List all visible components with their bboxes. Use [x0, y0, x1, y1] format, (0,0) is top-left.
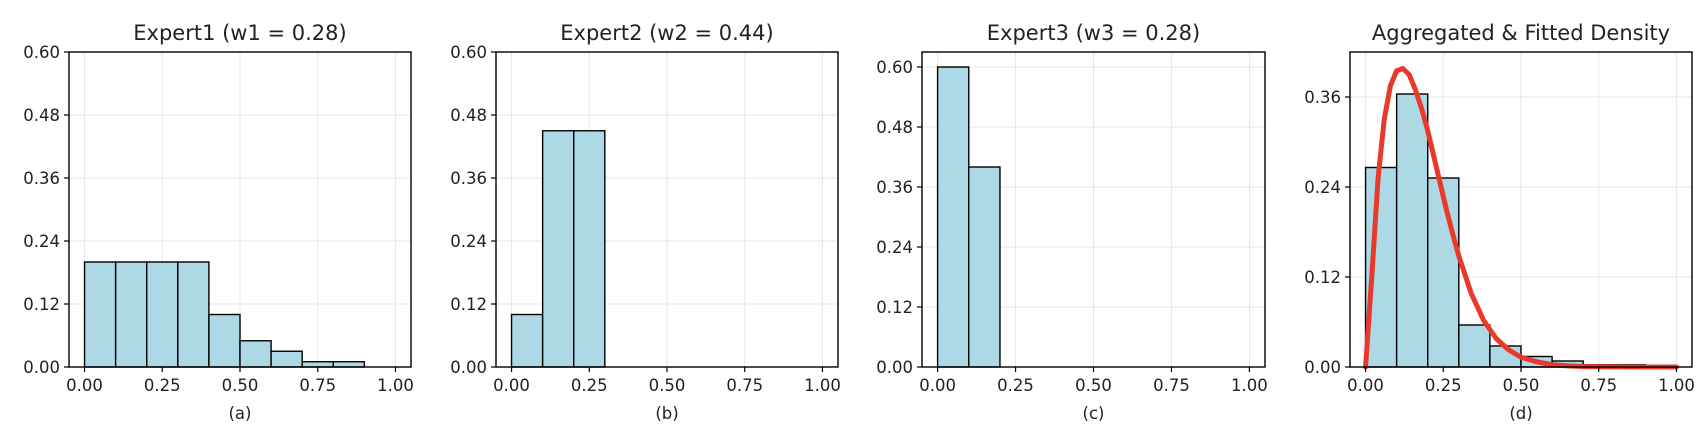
chart-title: Expert2 (w2 = 0.44): [560, 21, 773, 45]
y-tick-label: 0.36: [450, 169, 487, 188]
x-tick-label: 1.00: [1231, 376, 1268, 395]
y-tick-label: 0.24: [23, 232, 60, 251]
y-tick-label: 0.36: [876, 178, 913, 197]
chart-panel-2: 0.00 0.12 0.24 0.36 0.48 0.60 0.00 0.25 0.50 0.75…: [450, 21, 841, 423]
histogram-bar: [114, 261, 148, 368]
x-tick-label: 0.00: [66, 376, 103, 395]
histogram-bar: [1395, 93, 1429, 368]
panel-sublabel: (c): [1083, 404, 1105, 423]
x-tick-label: 1.00: [377, 376, 414, 395]
y-tick-label: 0.24: [450, 232, 487, 251]
x-tick-label: 0.75: [726, 376, 763, 395]
chart-title: Expert1 (w1 = 0.28): [133, 21, 346, 45]
y-tick-label: 0.00: [23, 358, 60, 377]
histogram-bar: [573, 130, 606, 368]
y-tick-label: 0.00: [450, 358, 487, 377]
histogram-bar: [239, 340, 272, 368]
panel-sublabel: (d): [1509, 404, 1532, 423]
x-tick-label: 0.00: [493, 376, 530, 395]
histogram-bar: [1458, 324, 1491, 368]
y-tick-label: 0.12: [1304, 268, 1341, 287]
chart-panel-1: 0.00 0.12 0.24 0.36 0.48 0.60 0.00 0.25 0.50 0.75…: [23, 21, 414, 423]
histogram-bar: [936, 66, 970, 368]
histogram-bar: [177, 261, 210, 368]
fitted-density-line: [1363, 66, 1679, 370]
histogram-bar: [510, 313, 544, 368]
x-tick-label: 0.00: [919, 376, 956, 395]
histogram-bar: [270, 350, 303, 368]
y-tick-label: 0.60: [876, 58, 913, 77]
y-tick-label: 0.12: [450, 295, 487, 314]
histogram-bar: [968, 166, 1001, 368]
x-tick-label: 0.50: [1503, 376, 1540, 395]
histogram-bar: [83, 261, 117, 368]
x-tick-label: 1.00: [1658, 376, 1695, 395]
x-tick-label: 0.50: [222, 376, 259, 395]
y-tick-label: 0.60: [450, 43, 487, 62]
x-tick-label: 0.75: [1580, 376, 1617, 395]
y-tick-label: 0.24: [876, 238, 913, 257]
x-tick-label: 1.00: [804, 376, 841, 395]
x-tick-label: 0.25: [144, 376, 181, 395]
y-tick-label: 0.36: [23, 169, 60, 188]
y-tick-label: 0.48: [450, 106, 487, 125]
x-tick-label: 0.75: [299, 376, 336, 395]
y-tick-label: 0.48: [23, 106, 60, 125]
x-tick-label: 0.00: [1347, 376, 1384, 395]
chart-title: Expert3 (w3 = 0.28): [987, 21, 1200, 45]
histogram-bar: [541, 130, 575, 368]
x-tick-label: 0.25: [571, 376, 608, 395]
x-tick-label: 0.50: [1075, 376, 1112, 395]
panel-sublabel: (a): [229, 404, 252, 423]
y-tick-label: 0.12: [876, 298, 913, 317]
x-tick-label: 0.50: [649, 376, 686, 395]
histogram-bar: [301, 361, 334, 368]
panel-sublabel: (b): [655, 404, 678, 423]
y-tick-label: 0.36: [1304, 88, 1341, 107]
y-tick-label: 0.48: [876, 118, 913, 137]
y-tick-label: 0.60: [23, 43, 60, 62]
y-tick-label: 0.00: [876, 358, 913, 377]
histogram-bar: [208, 313, 241, 368]
x-tick-label: 0.25: [1425, 376, 1462, 395]
y-tick-label: 0.12: [23, 295, 60, 314]
x-tick-label: 0.25: [997, 376, 1034, 395]
histogram-bar: [146, 261, 179, 368]
chart-title: Aggregated & Fitted Density: [1372, 21, 1670, 45]
x-tick-label: 0.75: [1153, 376, 1190, 395]
y-tick-label: 0.24: [1304, 178, 1341, 197]
histogram-bar: [332, 361, 366, 368]
chart-panel-3: 0.00 0.12 0.24 0.36 0.48 0.60 0.00 0.25 0.50 0.75…: [876, 21, 1268, 423]
y-tick-label: 0.00: [1304, 358, 1341, 377]
chart-panel-4: 0.00 0.12 0.24 0.36 0.00 0.25 0.50 0.75 1.00 Aggr…: [1304, 21, 1695, 423]
